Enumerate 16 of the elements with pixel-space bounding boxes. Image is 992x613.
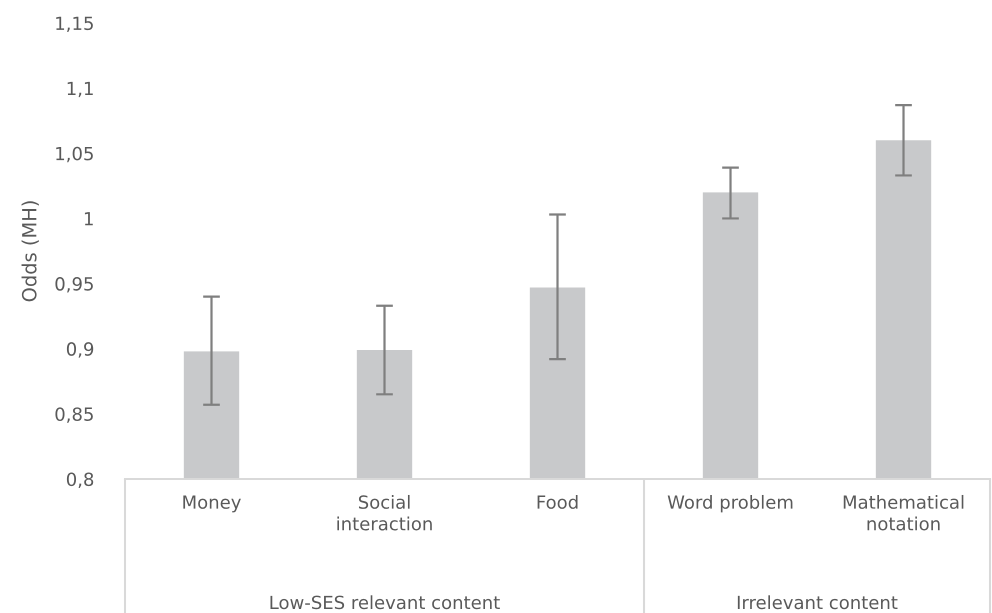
x-tick-label: Money xyxy=(183,496,241,512)
y-tick-label: 1 xyxy=(84,212,93,226)
y-tick-label: 1,15 xyxy=(56,16,93,32)
y-axis-title: Odds (MH) xyxy=(22,201,39,302)
y-tick-label: 0,8 xyxy=(66,472,94,488)
y-tick-label: 1,05 xyxy=(56,146,93,162)
x-tick-label: Food xyxy=(538,494,578,509)
y-tick-label: 0,95 xyxy=(55,277,93,293)
text: Irrelevant content xyxy=(738,595,898,610)
x-tick-label: Word problem xyxy=(668,494,792,512)
x-tick-label: Mathematical notation xyxy=(844,494,964,531)
y-tick-label: 0,9 xyxy=(66,342,94,358)
x-tick-label: Social interaction xyxy=(337,494,432,531)
y-tick-label: 0,85 xyxy=(55,407,93,423)
y-tick-label: 1,1 xyxy=(68,82,93,98)
text: Low-SES relevant content xyxy=(270,595,500,610)
